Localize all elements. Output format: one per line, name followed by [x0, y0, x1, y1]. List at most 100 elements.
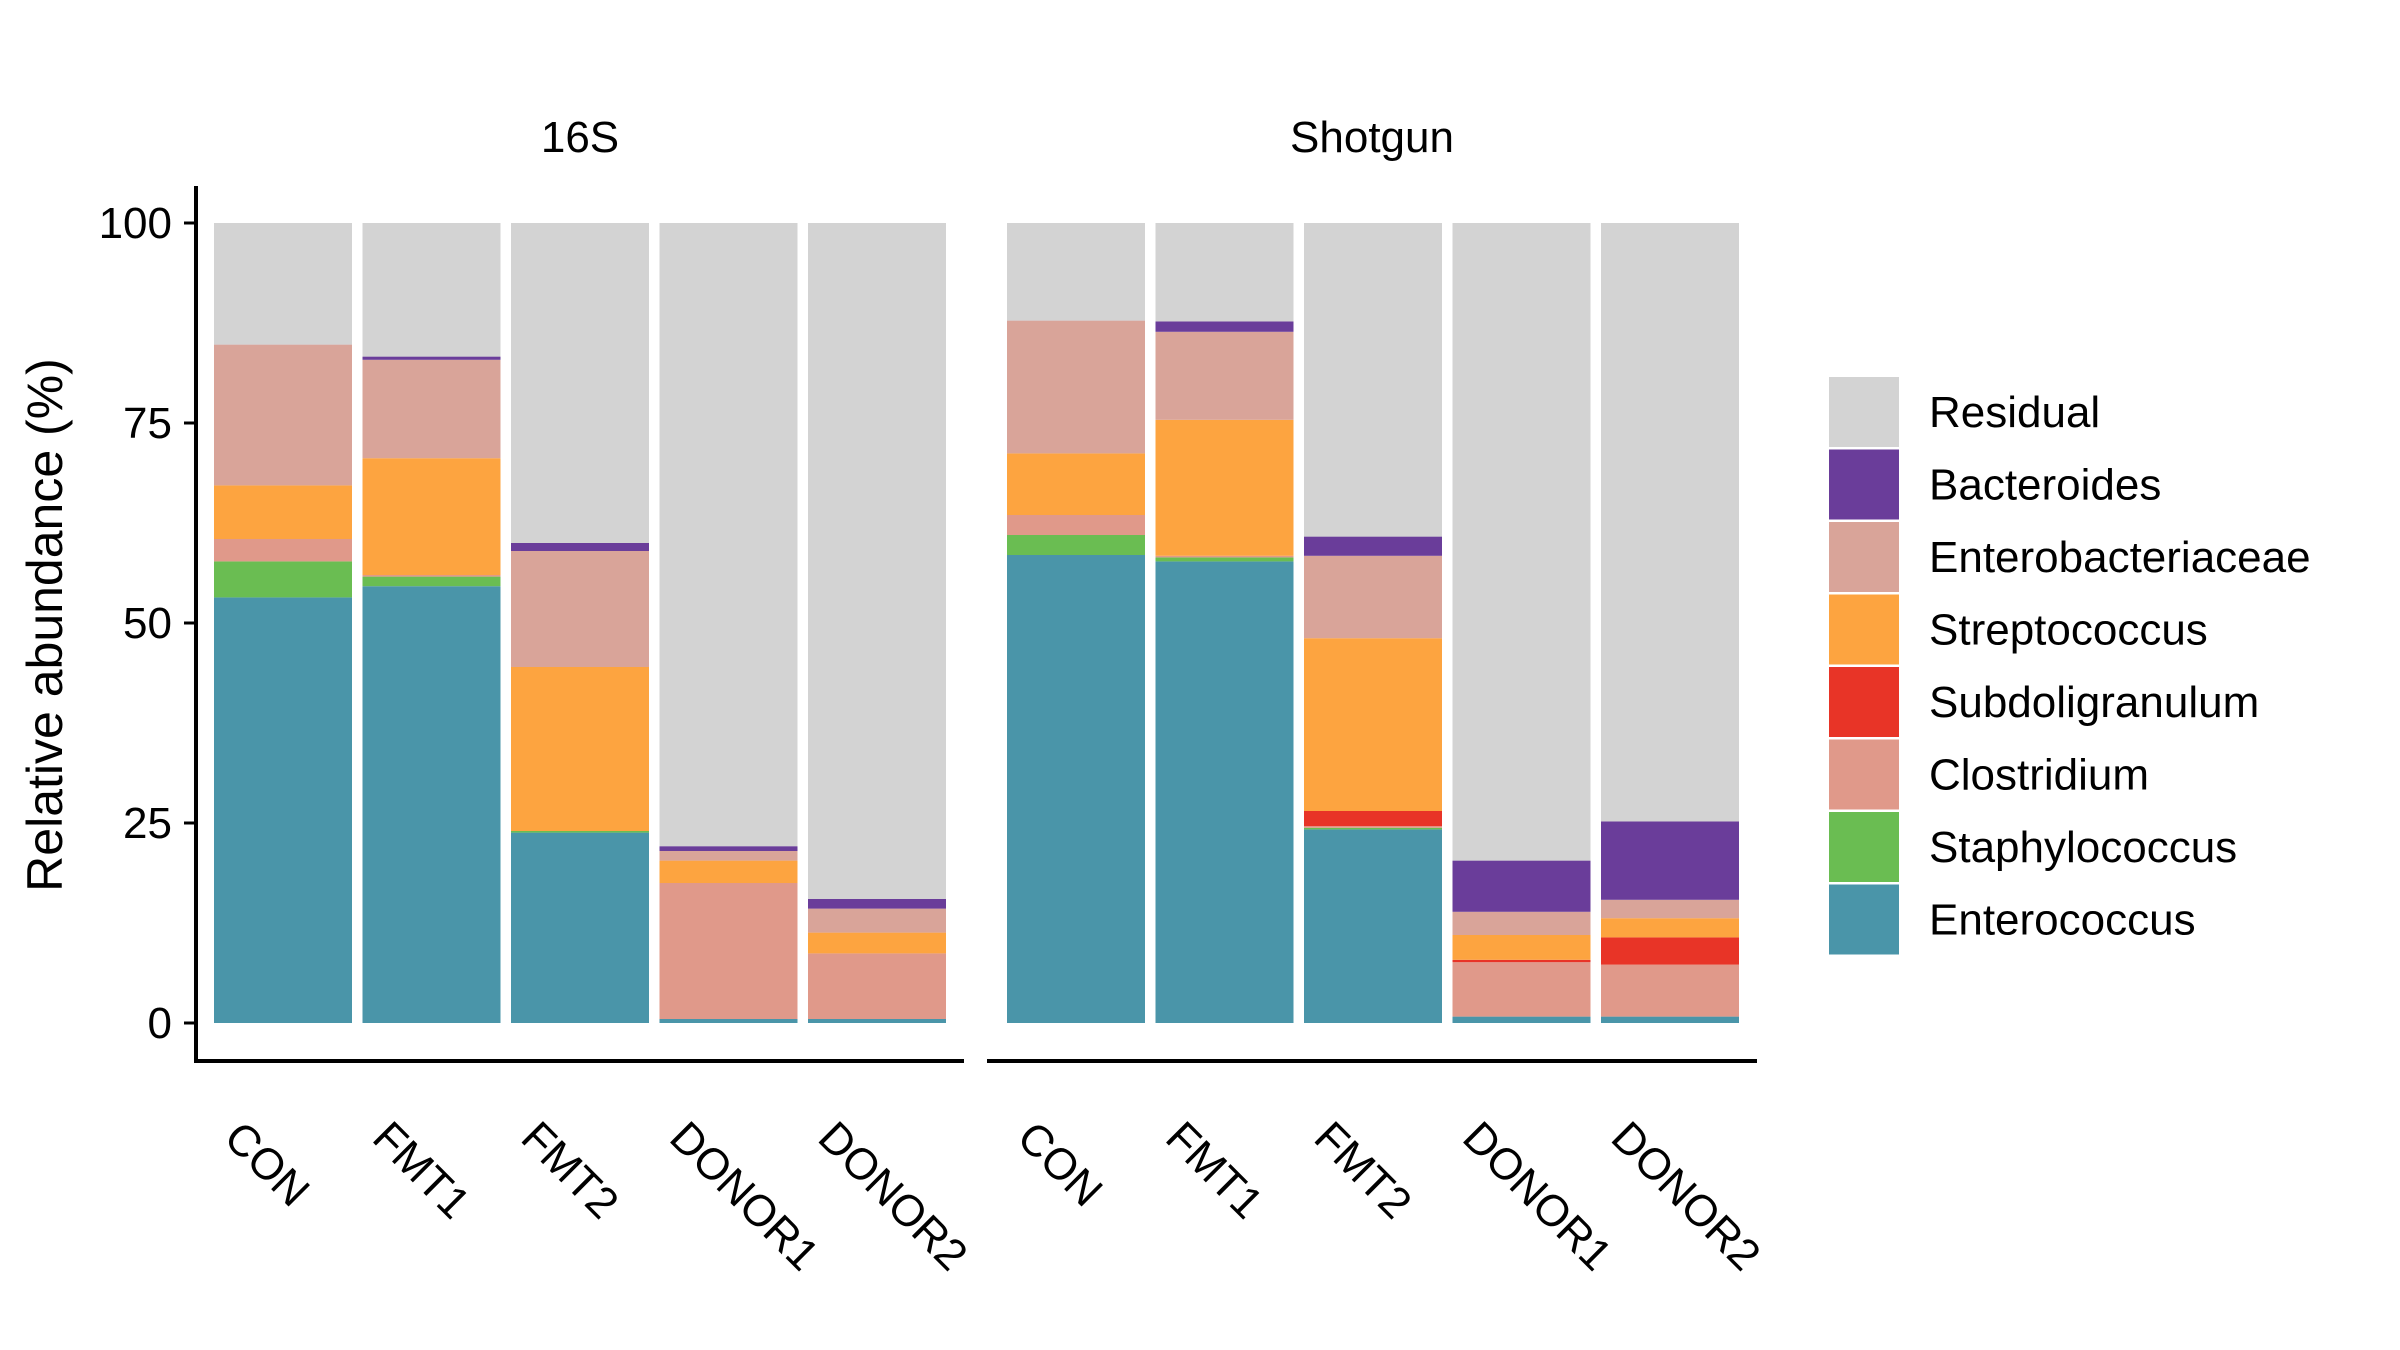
- bar-segment-enterobacteriaceae: [808, 908, 946, 933]
- legend-label: Residual: [1929, 388, 2100, 437]
- y-tick-label: 75: [123, 399, 172, 448]
- bar-segment-subdoligranulum: [1304, 811, 1442, 827]
- legend-label: Streptococcus: [1929, 606, 2208, 655]
- bar-segment-clostridium: [1452, 962, 1591, 1017]
- bar-segment-enterococcus: [1452, 1016, 1591, 1023]
- legend-label: Enterococcus: [1929, 896, 2196, 945]
- legend-swatch: [1829, 449, 1899, 520]
- bar-segment-enterococcus: [362, 586, 501, 1023]
- bar-segment-enterobacteriaceae: [1601, 899, 1739, 919]
- axes-layer: 0 25 50 75 100: [99, 186, 1757, 1063]
- legend-item-clostridium: Clostridium: [1829, 739, 2149, 810]
- bar-segment-enterobacteriaceae: [1007, 320, 1145, 454]
- x-tick-label: DONOR2: [809, 1112, 977, 1280]
- bar-segment-bacteroides: [362, 356, 501, 360]
- bar-segment-streptococcus: [808, 932, 946, 954]
- bar-segment-staphylococcus: [214, 561, 352, 598]
- bar-segment-enterobacteriaceae: [659, 851, 798, 861]
- legend-item-streptococcus: Streptococcus: [1829, 594, 2208, 665]
- bar-segment-enterococcus: [1304, 829, 1442, 1023]
- x-tick-label: DONOR1: [1453, 1112, 1621, 1280]
- bar-segment-enterobacteriaceae: [362, 359, 501, 459]
- bar-segment-bacteroides: [1304, 536, 1442, 556]
- x-tick-label: FMT1: [1156, 1112, 1272, 1228]
- legend-label: Subdoligranulum: [1929, 678, 2259, 727]
- bar-segment-residual: [659, 223, 798, 847]
- bar-segment-enterococcus: [511, 832, 649, 1023]
- bar-segment-residual: [1452, 223, 1591, 861]
- bar-segment-streptococcus: [1155, 419, 1294, 556]
- panel-title: Shotgun: [1290, 113, 1454, 162]
- legend: Residual Bacteroides Enterobacteriaceae Str…: [1829, 377, 2311, 955]
- bar-segment-enterococcus: [659, 1019, 798, 1023]
- bar-segment-streptococcus: [214, 485, 352, 539]
- bar-segment-bacteroides: [511, 543, 649, 551]
- legend-label: Staphylococcus: [1929, 823, 2237, 872]
- legend-item-subdoligranulum: Subdoligranulum: [1829, 667, 2259, 737]
- bar-segment-enterobacteriaceae: [1304, 555, 1442, 639]
- bar-segment-streptococcus: [1304, 638, 1442, 811]
- bar-segment-bacteroides: [659, 846, 798, 851]
- bar-segment-streptococcus: [511, 667, 649, 831]
- bar-segment-streptococcus: [659, 860, 798, 883]
- legend-item-bacteroides: Bacteroides: [1829, 449, 2161, 520]
- bar-segment-clostridium: [1007, 515, 1145, 535]
- legend-label: Bacteroides: [1929, 461, 2161, 510]
- bar-segment-residual: [1007, 223, 1145, 321]
- panel-title: 16S: [541, 113, 619, 162]
- legend-swatch: [1829, 884, 1899, 955]
- bar-segment-residual: [362, 223, 501, 357]
- bar-segment-clostridium: [659, 883, 798, 1019]
- bar-segment-streptococcus: [362, 458, 501, 575]
- y-axis-title: Relative abundance (%): [17, 358, 73, 892]
- bar-segment-staphylococcus: [362, 576, 501, 587]
- bar-segment-clostridium: [808, 953, 946, 1019]
- bar-segment-residual: [808, 223, 946, 899]
- legend-swatch: [1829, 594, 1899, 665]
- legend-swatch: [1829, 739, 1899, 810]
- bar-segment-enterobacteriaceae: [1155, 331, 1294, 420]
- x-tick-label: CON: [1008, 1112, 1112, 1216]
- bar-segment-enterococcus: [1155, 561, 1294, 1023]
- bar-segment-subdoligranulum: [1601, 937, 1739, 965]
- bar-segment-bacteroides: [1155, 321, 1294, 332]
- bar-segment-residual: [1601, 223, 1739, 822]
- bar-segment-residual: [1304, 223, 1442, 537]
- bar-segment-enterococcus: [1601, 1016, 1739, 1023]
- legend-swatch: [1829, 667, 1899, 737]
- bar-segment-clostridium: [214, 539, 352, 562]
- bar-segment-bacteroides: [1452, 860, 1591, 912]
- x-tick-label: CON: [215, 1112, 319, 1216]
- bar-segment-subdoligranulum: [1452, 959, 1591, 963]
- y-tick-label: 0: [148, 999, 172, 1048]
- legend-swatch: [1829, 377, 1899, 447]
- bar-segment-residual: [214, 223, 352, 345]
- bar-segment-staphylococcus: [1007, 535, 1145, 555]
- legend-label: Clostridium: [1929, 751, 2149, 800]
- x-tick-label: FMT2: [512, 1112, 628, 1228]
- bar-segment-bacteroides: [808, 899, 946, 909]
- bar-segment-enterobacteriaceae: [214, 344, 352, 486]
- bar-segment-staphylococcus: [1155, 557, 1294, 562]
- bar-segment-residual: [511, 223, 649, 543]
- legend-item-enterococcus: Enterococcus: [1829, 884, 2196, 955]
- legend-item-staphylococcus: Staphylococcus: [1829, 812, 2237, 882]
- legend-item-enterobacteriaceae: Enterobacteriaceae: [1829, 522, 2311, 592]
- bar-segment-enterococcus: [808, 1019, 946, 1023]
- bar-segment-streptococcus: [1601, 918, 1739, 938]
- bar-segment-bacteroides: [1601, 821, 1739, 900]
- bar-segment-residual: [1155, 223, 1294, 322]
- bar-segment-enterococcus: [1007, 555, 1145, 1023]
- legend-swatch: [1829, 812, 1899, 882]
- bar-segment-clostridium: [1155, 555, 1294, 558]
- bar-segment-streptococcus: [1007, 453, 1145, 515]
- x-tick-label: DONOR2: [1602, 1112, 1770, 1280]
- bar-segment-clostridium: [1601, 964, 1739, 1017]
- bar-segment-staphylococcus: [511, 831, 649, 833]
- bar-segment-enterobacteriaceae: [511, 551, 649, 667]
- x-tick-label: FMT2: [1305, 1112, 1421, 1228]
- y-tick-label: 25: [123, 799, 172, 848]
